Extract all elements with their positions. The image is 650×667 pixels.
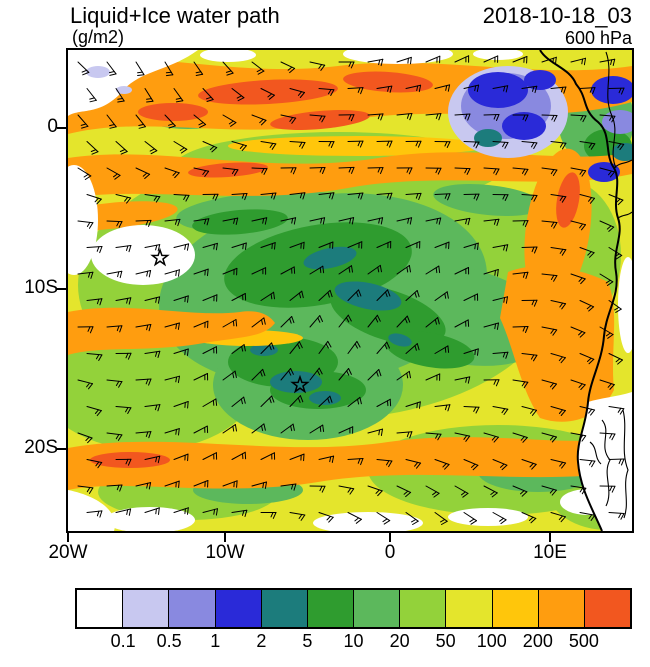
colorbar-cell-2 [169, 590, 216, 627]
land-clear-area [577, 392, 632, 531]
colorbar-label-200: 200 [522, 631, 553, 651]
colorbar [75, 588, 632, 629]
x-tick-mark [549, 533, 551, 542]
colorbar-cell-9 [492, 590, 539, 627]
star-marker-2 [290, 374, 310, 394]
colorbar-label-20: 20 [389, 631, 410, 651]
map-field [68, 50, 632, 531]
y-tick-mark [57, 448, 66, 450]
chart-title: Liquid+Ice water path [70, 3, 280, 28]
x-tick-label-20W: 20W [48, 542, 88, 563]
colorbar-label-0.1: 0.1 [110, 631, 136, 651]
colorbar-cell-4 [261, 590, 308, 627]
chart-pressure-level: 600 hPa [564, 28, 632, 48]
x-tick-mark [67, 533, 69, 542]
y-tick-label-0: 0 [47, 115, 58, 137]
wind-barbs [77, 55, 625, 525]
y-tick-label-10S: 10S [24, 276, 58, 298]
x-tick-mark [389, 533, 391, 542]
colorbar-label-1: 1 [210, 631, 221, 651]
y-tick-label-20S: 20S [24, 436, 58, 458]
colorbar-label-500: 500 [568, 631, 599, 651]
coastline [539, 50, 621, 531]
colorbar-cell-5 [307, 590, 355, 627]
colorbar-label-50: 50 [435, 631, 456, 651]
y-tick-mark [57, 288, 66, 290]
colorbar-label-2: 2 [256, 631, 267, 651]
colorbar-labels: 0.1 0.5 1 2 5 10 20 50 100 200 500 [75, 631, 632, 657]
chart-units-label: (g/m2) [72, 27, 125, 47]
colorbar-cell-11 [584, 590, 631, 627]
colorbar-cell-10 [538, 590, 585, 627]
colorbar-cell-1 [123, 590, 170, 627]
colorbar-label-0.5: 0.5 [156, 631, 182, 651]
x-tick-mark [224, 533, 226, 542]
colorbar-cell-7 [400, 590, 447, 627]
colorbar-cell-8 [446, 590, 493, 627]
x-tick-label-0: 0 [384, 542, 396, 563]
field-lavender-specks [86, 66, 132, 94]
map-frame [66, 48, 634, 533]
star-marker-1 [150, 247, 170, 267]
colorbar-cell-3 [215, 590, 262, 627]
colorbar-cell-6 [354, 590, 401, 627]
x-tick-label-10E: 10E [533, 542, 567, 563]
colorbar-cell-0 [77, 590, 124, 627]
colorbar-label-100: 100 [476, 631, 507, 651]
colorbar-label-10: 10 [343, 631, 364, 651]
colorbar-label-5: 5 [302, 631, 313, 651]
y-tick-mark [57, 127, 66, 129]
chart-datetime: 2018-10-18_03 [482, 3, 632, 28]
x-tick-label-10W: 10W [205, 542, 245, 563]
